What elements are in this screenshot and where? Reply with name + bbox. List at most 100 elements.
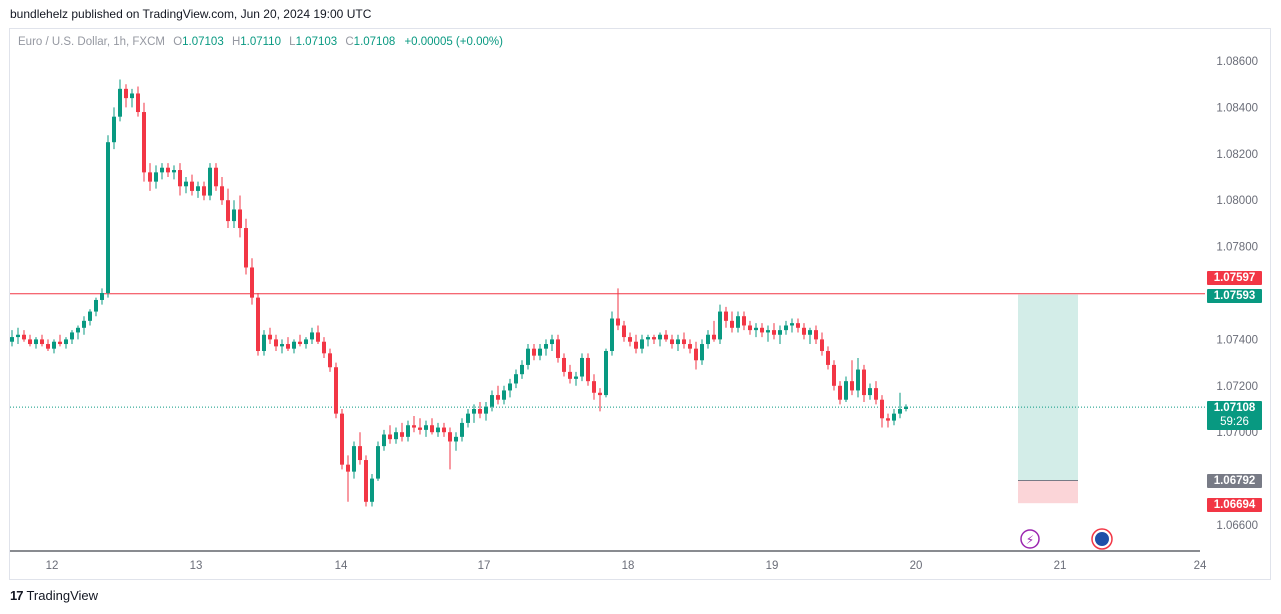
candle-body (304, 339, 308, 345)
candle-body (22, 334, 26, 340)
eu-flag-inner-icon (1095, 532, 1109, 546)
x-tick-label: 13 (190, 560, 203, 572)
candle-body (316, 332, 320, 342)
candle-body (544, 344, 548, 349)
footer-branding[interactable]: 17 TradingView (10, 588, 98, 603)
candle-body (268, 334, 272, 340)
candle-body (862, 369, 866, 396)
candle-body (388, 434, 392, 440)
chart-frame (9, 28, 1271, 580)
x-tick-label: 19 (766, 560, 779, 572)
candle-body (640, 339, 644, 349)
candle-body (520, 364, 524, 375)
candle-body (874, 388, 878, 400)
candle-body (706, 334, 710, 345)
candle-body (850, 381, 854, 391)
candle-body (334, 367, 338, 414)
candle-body (274, 339, 278, 347)
candle-body (784, 325, 788, 331)
candle-body (886, 418, 890, 421)
change-value: +0.00005 (+0.00%) (404, 36, 503, 48)
candle-body (904, 406, 908, 409)
candle-body (154, 172, 158, 182)
candle-body (598, 392, 602, 396)
candle-body (328, 353, 332, 368)
candle-body (646, 337, 650, 340)
candle-body (664, 334, 668, 340)
candle-body (46, 344, 50, 349)
candle-body (604, 351, 608, 396)
candle-body (502, 390, 506, 400)
candle-body (184, 181, 188, 187)
candle-body (658, 334, 662, 340)
bar-countdown: 59:26 (1220, 416, 1249, 428)
candle-body (868, 388, 872, 396)
candle-body (376, 446, 380, 479)
candle-body (406, 425, 410, 437)
candle-body (346, 464, 350, 472)
candle-body (136, 93, 140, 113)
candle-body (286, 344, 290, 349)
lightning-glyph-icon: ⚡ (1026, 533, 1034, 547)
candle-body (700, 344, 704, 361)
candle-body (172, 170, 176, 173)
candle-body (748, 325, 752, 331)
candle-body (88, 311, 92, 321)
candle-body (40, 339, 44, 345)
candle-body (778, 330, 782, 335)
candle-body (892, 413, 896, 421)
candle-body (292, 341, 296, 349)
candle-body (622, 325, 626, 338)
candle-body (718, 311, 722, 340)
candle-body (616, 318, 620, 326)
candle-body (574, 376, 578, 379)
y-tick-label: 1.08000 (1216, 195, 1258, 207)
candle-body (790, 323, 794, 326)
ohlc-legend: Euro / U.S. Dollar, 1h, FXCM O1.07103 H1… (18, 36, 503, 48)
y-tick-label: 1.07200 (1216, 381, 1258, 393)
brand-name: TradingView (26, 588, 99, 603)
candle-body (772, 330, 776, 335)
candle-body (430, 425, 434, 433)
candle-body (166, 167, 170, 173)
candle-body (580, 357, 584, 377)
candle-body (262, 334, 266, 351)
x-tick-label: 12 (46, 560, 59, 572)
candle-body (568, 371, 572, 379)
symbol-label: Euro / U.S. Dollar, 1h, FXCM (18, 36, 165, 48)
candle-body (160, 167, 164, 173)
candle-body (448, 432, 452, 442)
candle-body (10, 337, 14, 342)
candle-body (178, 170, 182, 187)
candle-body (508, 383, 512, 391)
candle-body (730, 320, 734, 328)
y-tick-label: 1.07800 (1216, 242, 1258, 254)
lightning-event-icon (1020, 529, 1040, 549)
candle-body (538, 348, 542, 356)
candle-body (424, 425, 428, 430)
candle-body (418, 427, 422, 430)
candle-body (802, 327, 806, 335)
candle-body (442, 427, 446, 433)
candle-body (322, 341, 326, 354)
candle-body (766, 330, 770, 333)
candle-body (310, 332, 314, 340)
x-tick-label: 17 (478, 560, 491, 572)
candle-body (796, 323, 800, 328)
current-price-tag: 1.07108 59:26 (1207, 401, 1262, 430)
candle-body (814, 330, 818, 340)
candle-body (832, 364, 836, 386)
candle-body (382, 434, 386, 447)
candle-body (412, 425, 416, 428)
candle-body (112, 116, 116, 143)
candle-body (724, 311, 728, 321)
candle-body (250, 267, 254, 298)
low-value: 1.07103 (295, 36, 338, 48)
candle-body (826, 351, 830, 365)
candle-body (820, 339, 824, 351)
resistance-price-tag: 1.07597 (1207, 271, 1262, 285)
candle-body (394, 432, 398, 440)
low-label: L (289, 36, 296, 48)
x-tick-label: 14 (335, 560, 348, 572)
